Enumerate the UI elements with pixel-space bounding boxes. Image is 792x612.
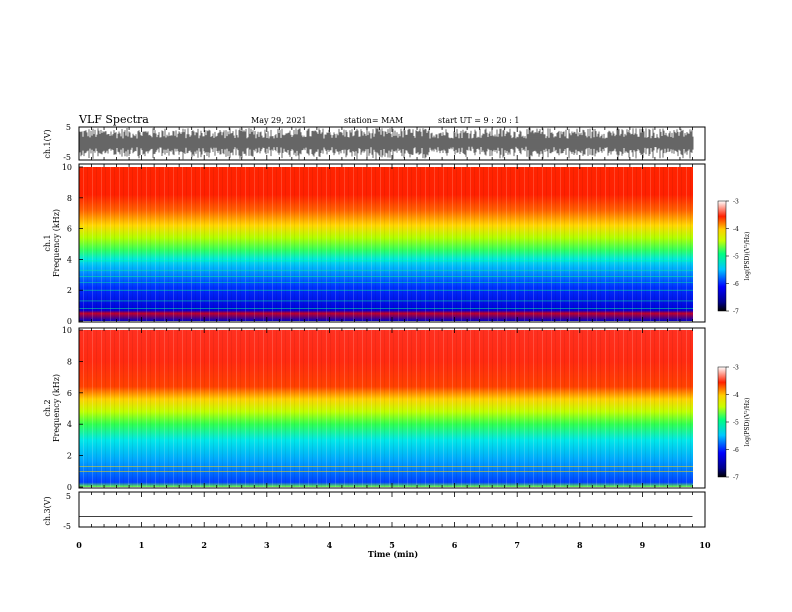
- ch1-spectrogram-ytick-label: 0: [67, 317, 72, 326]
- time-axis-ticklabel: 6: [452, 540, 458, 550]
- ch2-spectrogram-ylabel: Frequency (kHz): [52, 374, 61, 442]
- ch1-spectrogram-ytick-label: 2: [67, 286, 72, 295]
- ch1-spectrogram-ticks: [78, 164, 706, 322]
- ch2-spectrogram-ytick-label: 10: [62, 326, 72, 335]
- ch1-colorbar-gradient: [717, 200, 727, 312]
- ch1-spectrogram-bands: [79, 260, 693, 309]
- ch3-waveform-ylabel: ch.3(V): [43, 496, 52, 525]
- time-axis-label: Time (min): [368, 549, 418, 559]
- time-axis-ticklabel: 9: [640, 540, 646, 550]
- time-axis-ticklabel: 8: [577, 540, 583, 550]
- ch2-colorbar-tick-label: -6: [733, 447, 739, 454]
- ch1-waveform-trace: [79, 128, 694, 161]
- ch2-spectrogram-streaks: [79, 330, 693, 487]
- ch1-spectrogram-ylabel: Frequency (kHz): [52, 209, 61, 277]
- time-axis-ticklabel: 2: [201, 540, 207, 550]
- time-axis-ticklabel: 4: [327, 540, 333, 550]
- ch1-colorbar-tick-label: -3: [733, 199, 739, 206]
- ch2-colorbar-tick-label: -7: [733, 475, 739, 482]
- ch1-colorbar: -3 -4 -5 -6 -7 log(PSD)(V²/Hz): [717, 199, 751, 316]
- ch1-spectrogram-streaks: [79, 167, 693, 321]
- ch2-spectrogram-bands: [79, 466, 693, 472]
- ch2-spectrogram-ytick-label: 4: [67, 420, 72, 429]
- ch2-colorbar: -3 -4 -5 -6 -7 log(PSD)(V²/Hz): [717, 365, 751, 482]
- ch1-waveform-ytick-top: 5: [66, 123, 71, 132]
- ch3-waveform-ytick-top: 5: [66, 492, 71, 501]
- ch1-colorbar-ticks: -3 -4 -5 -6 -7: [726, 199, 739, 316]
- ch1-spectrogram-ytick-label: 10: [62, 163, 72, 172]
- ch2-spectrogram-ytick-label: 8: [67, 357, 72, 366]
- ch3-waveform-panel: 5 -5 ch.3(V) 0 1 2 3 4 5 6 7 8 9 10 Time (min): [43, 491, 711, 559]
- ch1-waveform-ylabel: ch.1(V): [43, 129, 52, 158]
- ch2-spectrogram-ytick-label: 0: [67, 483, 72, 492]
- figure-title: VLF Spectra: [78, 113, 149, 126]
- ch2-spectrogram-yticks: 0 2 4 6 8 10: [62, 326, 83, 492]
- ch2-colorbar-gradient: [717, 366, 727, 478]
- ch2-spectrogram-ytick-label: 6: [67, 389, 72, 398]
- ch1-waveform-ytick-bottom: -5: [63, 153, 71, 162]
- ch2-colorbar-tick-label: -5: [733, 420, 739, 427]
- ch2-spectrogram-panel: 0 2 4 6 8 10 ch.2 Frequency (kHz): [43, 326, 706, 492]
- time-axis-ticklabel: 5: [389, 540, 395, 550]
- ch1-spectrogram-ytick-label: 8: [67, 194, 72, 203]
- ch2-spectrogram-ticks: [78, 328, 706, 488]
- ch2-spectrogram-channel-label: ch.2: [43, 399, 52, 416]
- ch1-spectrogram-channel-label: ch.1: [43, 234, 52, 251]
- ch1-colorbar-tick-label: -5: [733, 254, 739, 261]
- ch1-waveform-ticks: [78, 127, 706, 160]
- ch2-colorbar-tick-label: -3: [733, 365, 739, 372]
- ch3-waveform-ytick-bottom: -5: [63, 522, 71, 531]
- ch1-spectrogram-ytick-label: 4: [67, 255, 72, 264]
- time-axis-ticklabel: 0: [76, 540, 82, 550]
- ch2-colorbar-label: log(PSD)(V²/Hz): [744, 398, 751, 447]
- ch1-colorbar-label: log(PSD)(V²/Hz): [744, 232, 751, 281]
- ch2-colorbar-tick-label: -4: [733, 392, 739, 399]
- ch3-waveform-frame: [78, 491, 706, 528]
- ch2-colorbar-ticks: -3 -4 -5 -6 -7: [726, 365, 739, 482]
- start-time-label: start UT = 9 : 20 : 1: [438, 116, 519, 125]
- time-axis-ticklabel: 10: [699, 540, 711, 550]
- time-axis-ticklabel: 7: [514, 540, 520, 550]
- ch1-waveform-panel: 5 -5 ch.1(V): [43, 123, 706, 162]
- ch1-spectrogram-yticks: 0 2 4 6 8 10: [62, 163, 83, 326]
- time-axis-ticklabels: 0 1 2 3 4 5 6 7 8 9 10: [76, 540, 711, 550]
- ch1-spectrogram-ytick-label: 6: [67, 225, 72, 234]
- ch1-colorbar-tick-label: -7: [733, 309, 739, 316]
- ch2-spectrogram-ytick-label: 2: [67, 452, 72, 461]
- time-axis-ticklabel: 3: [264, 540, 270, 550]
- ch1-spectrogram-panel: 0 2 4 6 8 10 ch.1 Frequency (kHz): [43, 163, 706, 326]
- date-label: May 29, 2021: [251, 116, 307, 125]
- ch1-colorbar-tick-label: -4: [733, 226, 739, 233]
- ch3-waveform-ticks: [78, 492, 706, 527]
- ch1-colorbar-tick-label: -6: [733, 281, 739, 288]
- station-label: station= MAM: [344, 116, 403, 125]
- time-axis-ticklabel: 1: [139, 540, 145, 550]
